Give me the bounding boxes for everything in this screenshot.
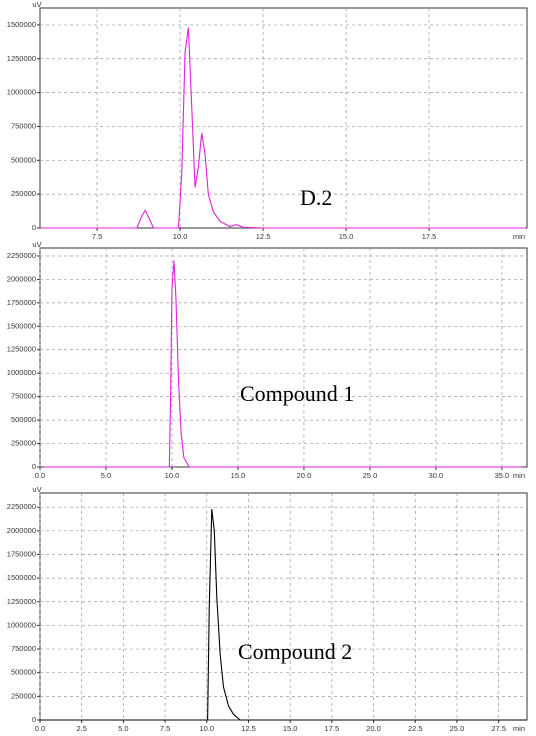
x-tick-label: 27.5 bbox=[491, 724, 506, 733]
y-tick-label: 1750000 bbox=[7, 298, 36, 307]
y-tick-label: 1500000 bbox=[7, 20, 36, 29]
x-tick-label: 2.5 bbox=[76, 724, 86, 733]
y-tick-label: 250000 bbox=[11, 439, 36, 448]
y-tick-label: 250000 bbox=[11, 189, 36, 198]
y-tick-label: 1250000 bbox=[7, 345, 36, 354]
y-tick-label: 2000000 bbox=[7, 526, 36, 535]
x-tick-label: 22.5 bbox=[408, 724, 423, 733]
plot-frame bbox=[39, 7, 528, 229]
y-tick-label: 1250000 bbox=[7, 597, 36, 606]
x-tick-label: 7.5 bbox=[160, 724, 170, 733]
y-tick-label: 2000000 bbox=[7, 274, 36, 283]
y-axis-unit: uV bbox=[32, 485, 41, 494]
y-tick-label: 1750000 bbox=[7, 549, 36, 558]
x-tick-label: 10.0 bbox=[199, 724, 214, 733]
y-tick-label: 500000 bbox=[11, 668, 36, 677]
y-axis-unit: uV bbox=[32, 0, 41, 9]
y-tick-label: 1250000 bbox=[7, 54, 36, 63]
annotation: Compound 2 bbox=[238, 639, 352, 664]
x-tick-label: 10.0 bbox=[173, 232, 188, 241]
y-tick-label: 500000 bbox=[11, 415, 36, 424]
annotation: D.2 bbox=[300, 185, 332, 210]
y-tick-label: 500000 bbox=[11, 155, 36, 164]
y-tick-label: 2250000 bbox=[7, 251, 36, 260]
x-tick-label: 0.0 bbox=[35, 471, 45, 480]
x-tick-label: 17.5 bbox=[325, 724, 340, 733]
annotation: Compound 1 bbox=[240, 381, 354, 406]
trace bbox=[40, 509, 527, 721]
plot-frame bbox=[39, 492, 528, 721]
x-tick-label: 35.0 bbox=[495, 471, 510, 480]
x-tick-label: 25.0 bbox=[450, 724, 465, 733]
x-tick-label: 20.0 bbox=[366, 724, 381, 733]
y-tick-label: 250000 bbox=[11, 691, 36, 700]
y-tick-label: 1000000 bbox=[7, 88, 36, 97]
x-axis-unit: min bbox=[513, 232, 525, 241]
trace bbox=[40, 27, 526, 229]
x-tick-label: 30.0 bbox=[429, 471, 444, 480]
y-tick-label: 0 bbox=[32, 223, 36, 232]
x-tick-label: 15.0 bbox=[339, 232, 354, 241]
x-tick-label: 10.0 bbox=[165, 471, 180, 480]
y-tick-label: 1500000 bbox=[7, 321, 36, 330]
y-tick-label: 0 bbox=[32, 715, 36, 724]
y-tick-label: 0 bbox=[32, 462, 36, 471]
trace bbox=[43, 260, 522, 468]
x-tick-label: 15.0 bbox=[283, 724, 298, 733]
y-tick-label: 1000000 bbox=[7, 620, 36, 629]
x-tick-label: 15.0 bbox=[231, 471, 246, 480]
y-tick-label: 750000 bbox=[11, 644, 36, 653]
x-tick-label: 5.0 bbox=[118, 724, 128, 733]
x-tick-label: 17.5 bbox=[422, 232, 437, 241]
x-tick-label: 0.0 bbox=[35, 724, 45, 733]
x-tick-label: 25.0 bbox=[363, 471, 378, 480]
y-tick-label: 1500000 bbox=[7, 573, 36, 582]
y-axis-unit: uV bbox=[32, 240, 41, 249]
x-tick-label: 20.0 bbox=[297, 471, 312, 480]
y-tick-label: 2250000 bbox=[7, 502, 36, 511]
x-tick-label: 12.5 bbox=[241, 724, 256, 733]
x-tick-label: 5.0 bbox=[101, 471, 111, 480]
y-tick-label: 750000 bbox=[11, 392, 36, 401]
x-tick-label: 12.5 bbox=[256, 232, 271, 241]
y-tick-label: 750000 bbox=[11, 121, 36, 130]
x-tick-label: 7.5 bbox=[92, 232, 102, 241]
y-tick-label: 1000000 bbox=[7, 368, 36, 377]
x-axis-unit: min bbox=[513, 724, 525, 733]
x-axis-unit: min bbox=[513, 471, 525, 480]
plot-frame bbox=[39, 247, 528, 468]
